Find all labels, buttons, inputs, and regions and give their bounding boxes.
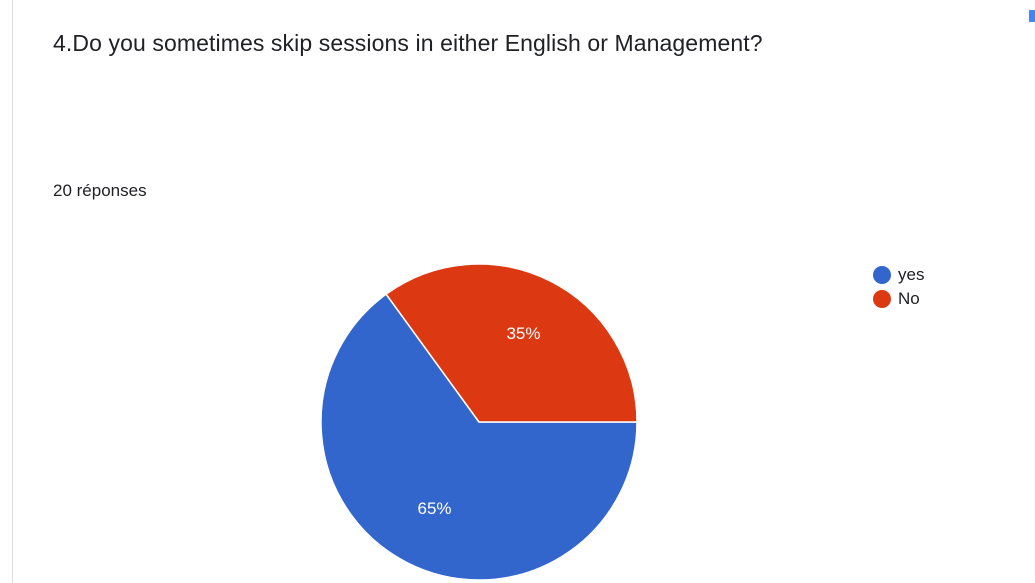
question-title: 4.Do you sometimes skip sessions in eith… [53, 30, 763, 56]
legend-label-yes: yes [898, 265, 925, 284]
legend-swatch-yes [873, 266, 891, 284]
card-left-border [12, 0, 13, 583]
legend-item-yes[interactable]: yes [873, 263, 924, 287]
legend-swatch-no [873, 290, 891, 308]
corner-indicator [1029, 10, 1035, 22]
response-count: 20 réponses [53, 181, 147, 200]
pie-label-yes: 65% [418, 499, 452, 518]
chart-legend[interactable]: yes No [873, 263, 924, 311]
pie-label-no: 35% [506, 324, 540, 343]
legend-item-no[interactable]: No [873, 287, 924, 311]
legend-label-no: No [898, 289, 920, 308]
pie-slice-yes[interactable] [320, 293, 638, 581]
pie-slice-no[interactable] [385, 263, 638, 423]
